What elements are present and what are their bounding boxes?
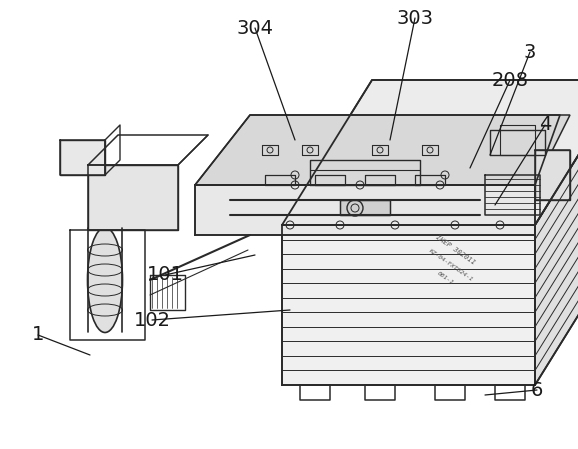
Polygon shape xyxy=(340,200,390,215)
Polygon shape xyxy=(195,115,570,185)
Polygon shape xyxy=(535,150,570,200)
Text: 101: 101 xyxy=(146,265,183,285)
Text: 1: 1 xyxy=(32,326,44,344)
Polygon shape xyxy=(535,80,578,385)
Text: 001-1: 001-1 xyxy=(436,271,454,286)
Text: 4: 4 xyxy=(539,115,551,135)
Text: 303: 303 xyxy=(397,9,434,27)
Text: 3: 3 xyxy=(524,43,536,62)
Text: KZ-04-FXTO24-1: KZ-04-FXTO24-1 xyxy=(427,248,473,282)
Text: 6: 6 xyxy=(531,380,543,400)
Polygon shape xyxy=(195,185,535,235)
Text: 304: 304 xyxy=(236,18,273,38)
Ellipse shape xyxy=(87,228,123,333)
Text: 208: 208 xyxy=(491,70,528,89)
Polygon shape xyxy=(282,80,578,225)
Text: IHEP 302011: IHEP 302011 xyxy=(434,234,476,266)
Text: 102: 102 xyxy=(134,311,171,330)
Polygon shape xyxy=(88,165,178,230)
Polygon shape xyxy=(282,225,535,385)
Polygon shape xyxy=(60,140,105,175)
